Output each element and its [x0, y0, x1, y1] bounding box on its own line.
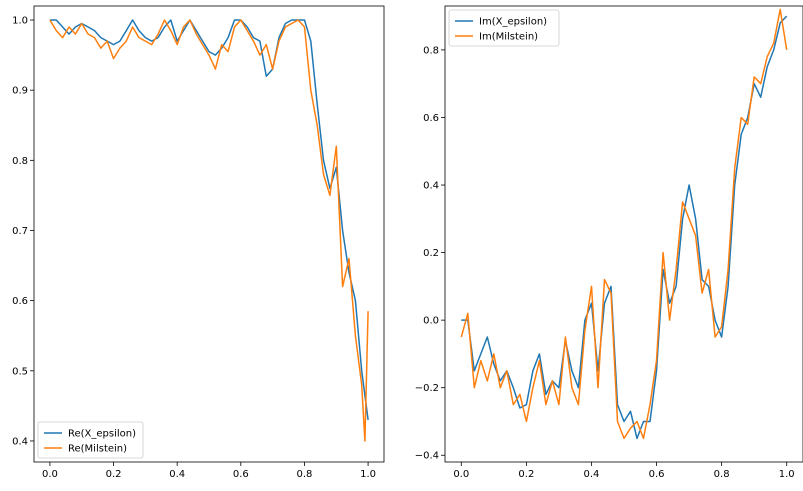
y-tick-label: 0.2	[423, 248, 439, 259]
y-tick-label: 0.6	[12, 296, 28, 307]
y-tick-label: 1.0	[12, 16, 28, 27]
series-line-re-milstein	[49, 19, 369, 442]
x-tick-label: 1.0	[360, 469, 376, 480]
y-tick-label: 0.4	[423, 181, 439, 192]
y-tick-label: 0.5	[12, 366, 28, 377]
x-tick-label: 0.6	[649, 469, 665, 480]
series-line-re-x-epsilon	[49, 19, 369, 420]
x-tick-label: 0.8	[714, 469, 730, 480]
y-tick-label: −0.4	[415, 451, 439, 462]
y-tick-label: 0.7	[12, 226, 28, 237]
x-tick-label: 0.0	[453, 469, 469, 480]
x-tick-label: 0.2	[106, 469, 122, 480]
legend-label: Im(Milstein)	[479, 32, 538, 43]
legend: Im(X_epsilon) Im(Milstein)	[448, 9, 560, 47]
legend-label: Re(X_epsilon)	[68, 429, 136, 440]
legend-label: Im(X_epsilon)	[479, 17, 547, 28]
y-tick-label: −0.2	[415, 383, 439, 394]
y-tick-label: 0.4	[12, 436, 28, 447]
x-tick-label: 0.6	[233, 469, 249, 480]
y-tick-label: 0.8	[423, 45, 439, 56]
axes-frame	[444, 5, 803, 463]
x-tick-label: 0.8	[297, 469, 313, 480]
y-tick-label: 0.6	[423, 113, 439, 124]
right-chart: 0.0 0.2 0.4 0.6 0.8 1.0 −0.4 −0.2 0.0 0.2 0.4 0.6 0.…	[415, 5, 803, 480]
legend-box	[448, 9, 560, 47]
x-tick-label: 0.2	[518, 469, 534, 480]
legend-box	[37, 421, 144, 459]
y-tick-label: 0.0	[423, 316, 439, 327]
series-line-im-milstein	[460, 8, 788, 440]
x-tick-label: 0.4	[169, 469, 185, 480]
legend: Re(X_epsilon) Re(Milstein)	[37, 421, 144, 459]
left-chart: 0.0 0.2 0.4 0.6 0.8 1.0 0.4 0.5 0.6 0.7 0.8 0.9 1.0 R…	[12, 5, 385, 480]
axes-frame	[33, 5, 385, 463]
x-tick-label: 0.0	[42, 469, 58, 480]
x-tick-label: 0.4	[584, 469, 600, 480]
legend-label: Re(Milstein)	[68, 444, 127, 455]
series-line-im-x-epsilon	[461, 15, 788, 440]
y-tick-label: 0.9	[12, 86, 28, 97]
y-tick-label: 0.8	[12, 156, 28, 167]
x-tick-label: 1.0	[779, 469, 795, 480]
